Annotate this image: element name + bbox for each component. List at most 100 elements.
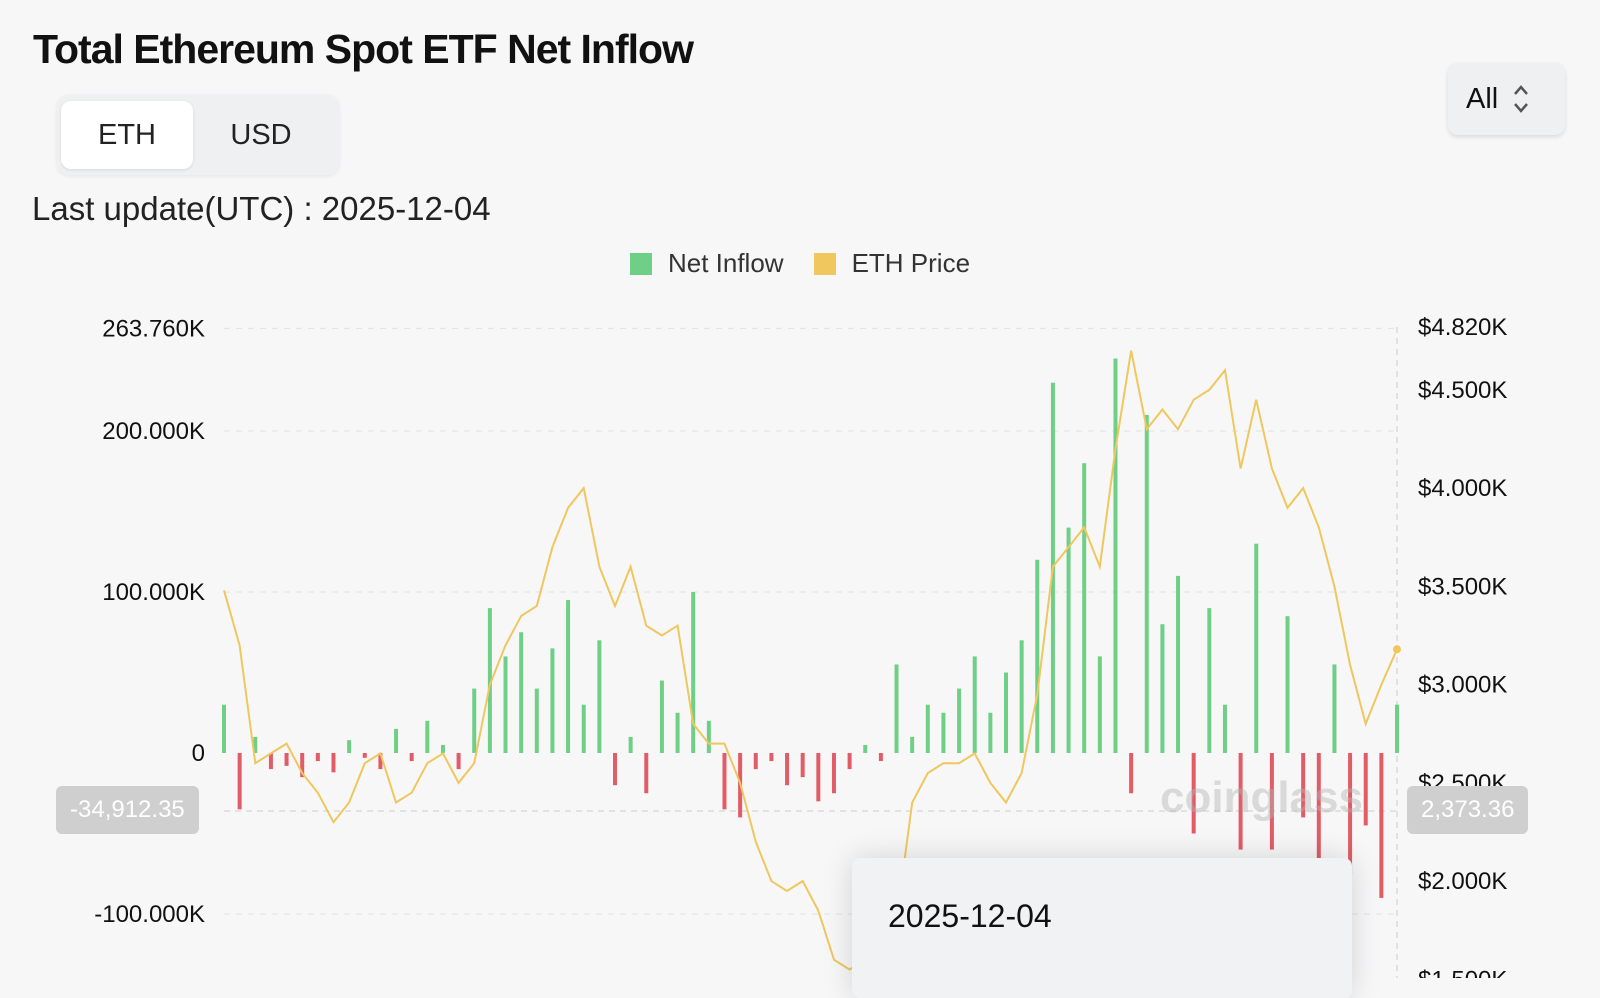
inflow-bar xyxy=(347,740,352,753)
inflow-bar xyxy=(769,753,774,762)
inflow-bar xyxy=(284,753,289,766)
right-axis-tick: $4.500K xyxy=(1418,377,1507,404)
range-select[interactable]: All xyxy=(1448,63,1565,135)
legend-label: Net Inflow xyxy=(667,248,784,278)
inflow-bar xyxy=(659,680,664,753)
inflow-bar xyxy=(1035,559,1040,753)
inflow-bar xyxy=(831,753,836,794)
inflow-bar xyxy=(1144,414,1149,753)
inflow-bar xyxy=(425,720,430,753)
inflow-bar xyxy=(1301,753,1306,818)
inflow-bar xyxy=(237,753,242,810)
inflow-bar xyxy=(268,753,273,770)
inflow-bar xyxy=(378,753,383,770)
inflow-bar xyxy=(315,753,320,762)
inflow-bar xyxy=(253,736,258,753)
inflow-bar xyxy=(1191,753,1196,834)
chart[interactable]: 263.760K 200.000K 100.000K 0 -100.000K $4.820… xyxy=(0,0,1600,978)
inflow-bar xyxy=(675,712,680,753)
inflow-bar xyxy=(581,704,586,753)
right-axis-tick: $2.000K xyxy=(1418,868,1507,895)
legend-swatch xyxy=(629,252,652,275)
left-axis-tick: 263.760K xyxy=(102,315,205,342)
inflow-bar xyxy=(300,753,305,778)
inflow-bar xyxy=(362,753,367,758)
inflow-bar xyxy=(519,632,524,753)
inflow-bar xyxy=(1113,358,1118,753)
inflow-bar xyxy=(1269,753,1274,850)
right-axis-tick: $1.500K xyxy=(1418,966,1507,978)
inflow-bar xyxy=(456,753,461,770)
inflow-bar xyxy=(1082,463,1087,753)
unit-toggle: ETH USD xyxy=(57,95,339,175)
inflow-bar xyxy=(1176,575,1181,753)
inflow-bar xyxy=(816,753,821,802)
inflow-bar xyxy=(409,753,414,762)
inflow-bar xyxy=(722,753,727,810)
inflow-bar xyxy=(1379,753,1384,898)
legend-net-inflow[interactable]: Net Inflow xyxy=(629,248,784,279)
inflow-bar xyxy=(1019,640,1024,753)
right-axis-tick: $4.820K xyxy=(1418,314,1507,341)
inflow-bar xyxy=(925,704,930,753)
inflow-bar xyxy=(706,720,711,753)
inflow-bar xyxy=(800,753,805,778)
inflow-bar xyxy=(628,736,633,753)
legend-eth-price[interactable]: ETH Price xyxy=(813,248,971,279)
inflow-bar xyxy=(394,728,399,753)
inflow-bar xyxy=(878,753,883,762)
inflow-bar xyxy=(644,753,649,794)
inflow-bar xyxy=(1254,543,1259,753)
inflow-bar xyxy=(1363,753,1368,826)
inflow-bar xyxy=(753,753,758,770)
inflow-bar xyxy=(550,648,555,753)
right-axis-tick: $4.000K xyxy=(1418,475,1507,502)
inflow-bar xyxy=(472,688,477,753)
inflow-bar xyxy=(1316,753,1321,882)
left-axis-tick: 0 xyxy=(192,740,205,767)
legend-label: ETH Price xyxy=(851,248,971,278)
left-axis-tick: 100.000K xyxy=(102,579,205,606)
inflow-bar xyxy=(1004,672,1008,753)
inflow-bar xyxy=(957,688,962,753)
price-point xyxy=(1393,645,1401,654)
inflow-bar xyxy=(941,712,946,753)
inflow-bar xyxy=(1222,704,1227,753)
tab-eth[interactable]: ETH xyxy=(61,101,193,169)
inflow-bar xyxy=(1348,753,1353,874)
inflow-bar xyxy=(597,640,602,753)
inflow-bar xyxy=(785,753,790,786)
inflow-bar xyxy=(972,656,977,753)
inflow-bar xyxy=(222,704,226,753)
inflow-bar xyxy=(863,744,868,753)
right-axis-tick: $3.500K xyxy=(1418,573,1507,600)
crosshair-right-value: 2,373.36 xyxy=(1407,786,1529,834)
crosshair-left-value: -34,912.35 xyxy=(56,786,199,834)
page-title: Total Ethereum Spot ETF Net Inflow xyxy=(33,26,694,72)
inflow-bar xyxy=(1332,664,1337,753)
inflow-bar xyxy=(1395,704,1399,753)
inflow-bar xyxy=(503,656,508,753)
inflow-bar xyxy=(988,712,993,753)
inflow-bar xyxy=(1066,527,1071,753)
range-select-value: All xyxy=(1466,82,1499,115)
last-update: Last update(UTC) : 2025-12-04 xyxy=(32,190,491,227)
inflow-bar xyxy=(1238,753,1243,850)
price-line xyxy=(223,350,1398,971)
inflow-bar xyxy=(691,592,696,753)
inflow-bar xyxy=(487,608,492,753)
updown-chevron-icon xyxy=(1514,85,1529,113)
left-axis-tick: -100.000K xyxy=(94,901,205,928)
inflow-bar xyxy=(331,753,336,773)
legend: Net Inflow ETH Price xyxy=(0,248,1600,279)
tooltip-date: 2025-12-04 xyxy=(888,898,1052,934)
inflow-bar xyxy=(534,688,539,753)
inflow-bar xyxy=(613,753,617,786)
tab-usd[interactable]: USD xyxy=(230,118,292,151)
left-axis-tick: 200.000K xyxy=(102,418,205,445)
inflow-bar xyxy=(1129,753,1134,794)
inflow-bar xyxy=(1207,608,1212,753)
inflow-bar xyxy=(1160,624,1165,753)
right-axis-tick: $3.000K xyxy=(1418,672,1507,699)
inflow-bar xyxy=(847,753,852,770)
